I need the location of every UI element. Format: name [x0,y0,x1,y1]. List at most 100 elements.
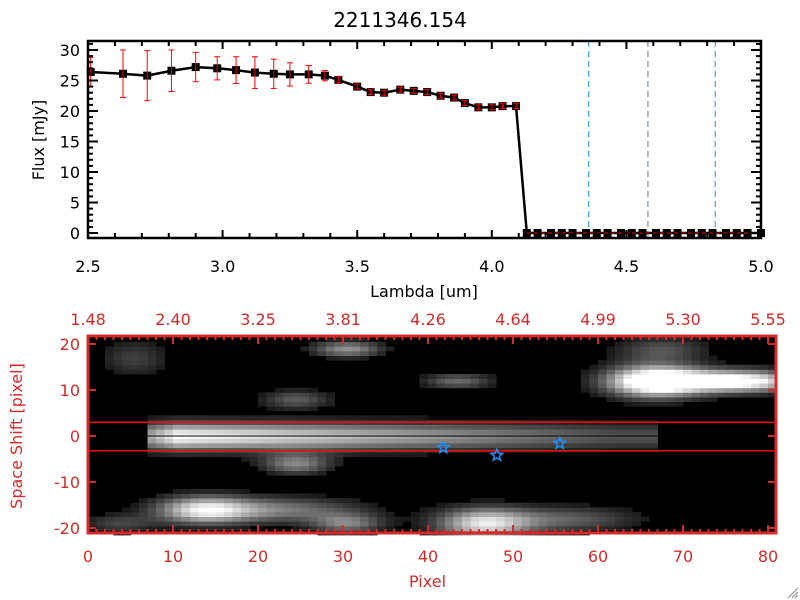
image-pixel [96,516,106,522]
image-pixel [326,511,335,517]
image-pixel [351,511,361,517]
image-pixel [164,438,174,444]
image-pixel [581,383,590,389]
image-pixel [249,493,259,499]
image-pixel [198,429,208,435]
image-pixel [266,438,276,444]
image-pixel [598,507,607,513]
image-pixel [479,502,488,508]
image-pixel [139,498,148,504]
image-top-wavelength-label: 1.48 [70,310,106,329]
error-bar [451,94,458,101]
image-pixel [598,364,607,370]
image-pixel [674,369,684,375]
image-pixel [181,493,191,499]
image-pixel [181,502,191,508]
image-pixel [190,429,199,435]
image-pixel [683,383,692,389]
image-pixel [241,525,250,531]
flux-point [557,229,566,237]
image-pixel [742,378,752,384]
image-pixel [402,438,412,444]
image-pixel [581,525,590,531]
image-pixel [139,516,148,522]
image-pixel [326,429,335,435]
image-pixel [683,355,692,361]
image-pixel [147,438,157,444]
image-pixel [241,511,250,517]
resize-grip-icon[interactable] [787,587,799,599]
image-pixel [623,511,633,517]
image-pixel [164,502,174,508]
image-pixel [283,511,293,517]
image-pixel [606,346,616,352]
image-pixel [759,369,769,375]
image-pixel [309,429,318,435]
image-pixel [615,378,624,384]
image-pixel [300,452,310,458]
image-pixel [275,387,284,393]
image-pixel [275,401,284,407]
image-pixel [598,360,607,366]
image-pixel [198,424,208,430]
image-pixel [683,373,692,379]
image-pixel [207,424,216,430]
image-pixel [241,521,250,527]
image-pixel [649,401,658,407]
image-pixel [207,507,216,513]
image-pixel [640,341,650,347]
image-pixel [691,341,701,347]
image-pixel [164,511,174,517]
image-pixel [343,337,352,343]
image-pixel [589,525,599,531]
image-pixel [649,369,658,375]
image-pixel [453,525,463,531]
image-pixel [249,415,259,421]
image-pixel [292,452,301,458]
image-pixel [674,346,684,352]
image-pixel [164,498,174,504]
image-pixel [190,452,199,458]
image-pixel [598,387,607,393]
image-pixel [266,502,276,508]
image-pixel [581,442,590,448]
image-pixel [334,516,344,522]
image-pixel [640,396,650,402]
image-pixel [657,355,667,361]
image-pixel [190,525,199,531]
image-pixel [657,396,667,402]
image-pixel [190,511,199,517]
image-pixel [462,378,471,384]
image-pixel [173,507,182,513]
image-pixel [343,355,352,361]
image-pixel [657,387,667,393]
image-pixel [232,511,242,517]
image-pixel [266,521,276,527]
image-pixel [368,452,378,458]
image-pixel [581,387,590,393]
image-pixel [275,406,284,412]
image-pixel [487,438,497,444]
image-pixel [198,415,208,421]
image-pixel [215,438,225,444]
x-tick-label: 2.5 [75,257,100,276]
image-pixel [181,511,191,517]
image-pixel [547,516,556,522]
image-pixel [156,525,165,531]
x-tick-label: 4.0 [479,257,504,276]
image-pixel [139,364,148,370]
image-pixel [317,392,327,398]
image-pixel [249,461,259,467]
image-pixel [700,396,709,402]
image-pixel [377,424,386,430]
image-pixel [334,341,344,347]
image-pixel [326,498,335,504]
image-pixel [700,378,709,384]
image-pixel [674,401,684,407]
image-pixel [632,369,641,375]
image-pixel [504,429,514,435]
image-pixel [419,507,429,513]
image-pixel [300,516,310,522]
image-pixel [402,442,412,448]
image-pixel [419,373,429,379]
